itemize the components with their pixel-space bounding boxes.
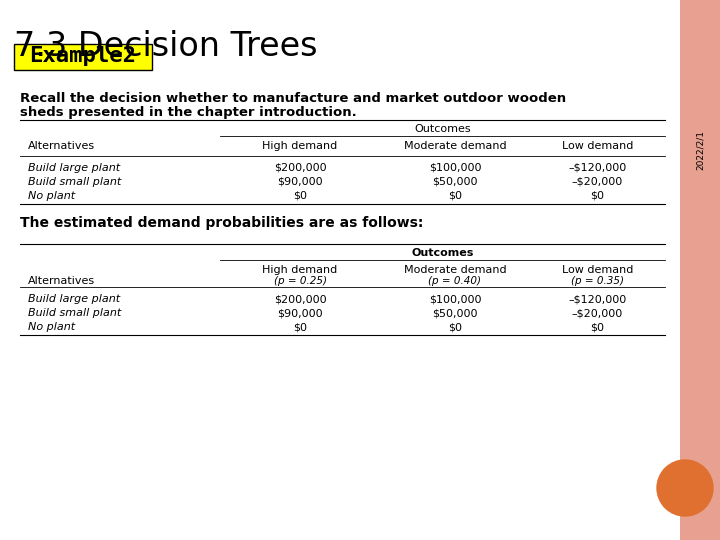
Text: High demand: High demand [262, 141, 338, 151]
Text: $90,000: $90,000 [277, 177, 323, 187]
Text: $90,000: $90,000 [277, 308, 323, 318]
Text: –$20,000: –$20,000 [572, 308, 623, 318]
Text: No plant: No plant [28, 191, 75, 201]
Text: Outcomes: Outcomes [414, 124, 471, 134]
Text: Low demand: Low demand [562, 141, 633, 151]
Text: Alternatives: Alternatives [28, 141, 95, 151]
Text: Moderate demand: Moderate demand [404, 265, 506, 275]
Text: $200,000: $200,000 [274, 294, 326, 304]
Text: $0: $0 [448, 191, 462, 201]
Text: 7.3 Decision Trees: 7.3 Decision Trees [14, 30, 318, 63]
Text: Alternatives: Alternatives [28, 276, 95, 286]
Text: –$20,000: –$20,000 [572, 177, 623, 187]
Text: Build small plant: Build small plant [28, 177, 121, 187]
Text: Build large plant: Build large plant [28, 163, 120, 173]
Text: Build large plant: Build large plant [28, 294, 120, 304]
Text: No plant: No plant [28, 322, 75, 332]
Text: $0: $0 [293, 191, 307, 201]
Text: $100,000: $100,000 [428, 294, 481, 304]
Text: Moderate demand: Moderate demand [404, 141, 506, 151]
Text: Outcomes: Outcomes [411, 248, 474, 258]
Text: The estimated demand probabilities are as follows:: The estimated demand probabilities are a… [20, 216, 423, 230]
Text: $200,000: $200,000 [274, 163, 326, 173]
Text: $0: $0 [590, 191, 605, 201]
Text: $100,000: $100,000 [428, 163, 481, 173]
Text: $50,000: $50,000 [432, 308, 478, 318]
Text: 2022/2/1: 2022/2/1 [696, 130, 704, 170]
Text: $50,000: $50,000 [432, 177, 478, 187]
Bar [14, 44, 152, 70]
Text: $0: $0 [293, 322, 307, 332]
Text: (p = 0.35): (p = 0.35) [571, 276, 624, 286]
Text: $0: $0 [448, 322, 462, 332]
Text: sheds presented in the chapter introduction.: sheds presented in the chapter introduct… [20, 106, 356, 119]
Text: –$120,000: –$120,000 [568, 163, 626, 173]
Text: Build small plant: Build small plant [28, 308, 121, 318]
Text: Recall the decision whether to manufacture and market outdoor wooden: Recall the decision whether to manufactu… [20, 92, 566, 105]
Text: Low demand: Low demand [562, 265, 633, 275]
Circle shape [657, 460, 713, 516]
Text: High demand: High demand [262, 265, 338, 275]
Text: –$120,000: –$120,000 [568, 294, 626, 304]
Text: (p = 0.40): (p = 0.40) [428, 276, 482, 286]
Text: Example2: Example2 [30, 46, 137, 66]
Text: (p = 0.25): (p = 0.25) [274, 276, 326, 286]
Text: $0: $0 [590, 322, 605, 332]
